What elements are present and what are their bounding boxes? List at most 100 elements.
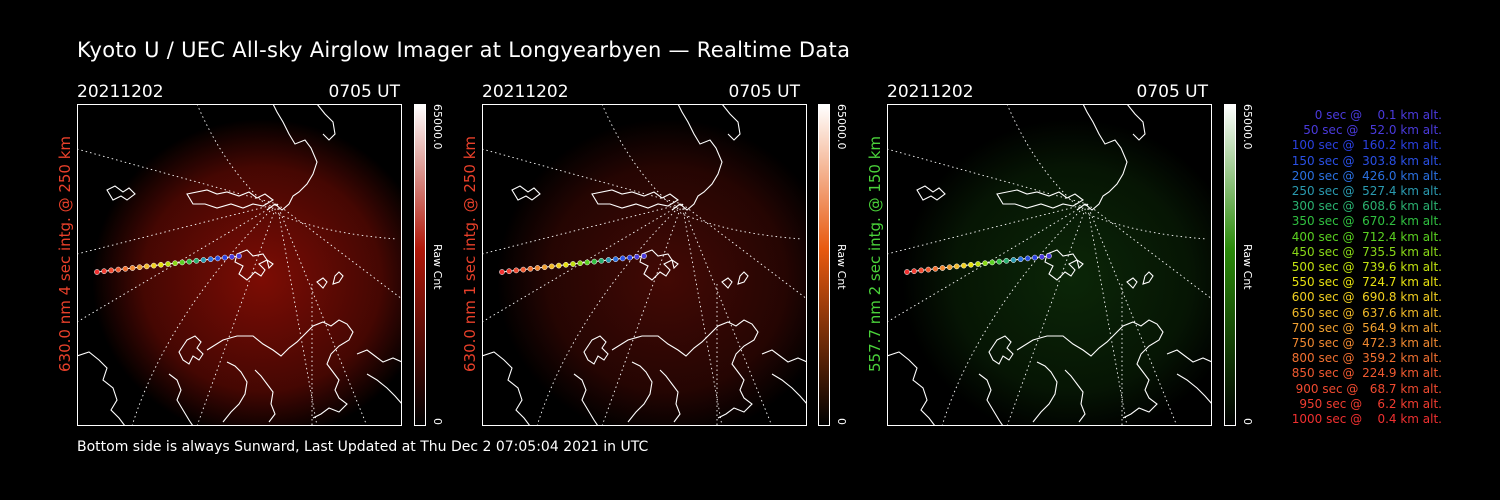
legend-row: 200 sec @ 426.0 km alt.	[1291, 168, 1442, 183]
trajectory-point	[236, 253, 242, 259]
trajectory-point	[626, 254, 633, 261]
legend-row: 950 sec @ 6.2 km alt.	[1299, 396, 1442, 411]
legend-row: 50 sec @ 52.0 km alt.	[1303, 123, 1442, 138]
trajectory-point	[172, 260, 178, 267]
trajectory-point	[911, 268, 917, 275]
trajectory-point	[158, 261, 164, 268]
panel-2-colorbar-max: 65000.0	[835, 104, 848, 150]
panel-3-colorbar-min: 0	[1241, 418, 1254, 425]
trajectory-point	[108, 267, 115, 274]
trajectory-point	[932, 265, 939, 272]
trajectory-point	[193, 257, 200, 264]
footer-status: Bottom side is always Sunward, Last Upda…	[77, 439, 649, 455]
panel-3-wavelength-label: 557.7 nm 2 sec intg. @ 150 km	[866, 135, 884, 372]
panel-3-map	[887, 104, 1212, 426]
panel-3-date: 20211202	[887, 82, 974, 102]
trajectory-point	[555, 262, 562, 269]
trajectory-point	[179, 259, 186, 266]
trajectory-point	[165, 261, 171, 267]
trajectory	[904, 253, 1052, 275]
panel-1-wavelength-label: 630.0 nm 4 sec intg. @ 250 km	[56, 135, 74, 372]
trajectory-point	[229, 253, 235, 260]
legend-row: 0 sec @ 0.1 km alt.	[1314, 108, 1442, 122]
legend-row: 650 sec @ 637.6 km alt.	[1291, 305, 1442, 320]
trajectory-point	[1031, 254, 1038, 261]
trajectory-point	[1046, 253, 1052, 259]
trajectory-point	[598, 257, 605, 264]
trajectory-point	[570, 261, 576, 267]
panel-1-date: 20211202	[77, 82, 164, 102]
panel-1-colorbar-max: 65000.0	[431, 104, 444, 150]
trajectory-point	[904, 269, 910, 275]
panel-3-colorbar-max: 65000.0	[1241, 104, 1254, 150]
panel-1-time: 0705 UT	[328, 82, 401, 102]
trajectory	[94, 253, 242, 275]
trajectory-point	[520, 266, 527, 273]
legend-row: 600 sec @ 690.8 km alt.	[1291, 290, 1442, 305]
altitude-legend: 0 sec @ 0.1 km alt. 50 sec @ 52.0 km alt.…	[1262, 108, 1442, 427]
panel-1-colorbar-title: Raw Cnt	[431, 244, 444, 290]
trajectory-point	[953, 263, 960, 270]
trajectory-point	[513, 267, 520, 274]
trajectory	[499, 253, 647, 275]
trajectory-point	[989, 259, 996, 266]
legend-row: 900 sec @ 68.7 km alt.	[1295, 381, 1442, 396]
coastlines	[77, 104, 402, 426]
panel-2-wavelength-label: 630.0 nm 1 sec intg. @ 250 km	[461, 135, 479, 372]
trajectory-point	[619, 255, 626, 262]
trajectory-point	[115, 266, 122, 273]
trajectory-point	[214, 255, 221, 262]
panel-2-colorbar	[818, 104, 830, 426]
lat-lon-grid	[482, 104, 807, 426]
page-title: Kyoto U / UEC All-sky Airglow Imager at …	[77, 38, 851, 62]
trajectory-point	[918, 267, 925, 274]
legend-row: 1000 sec @ 0.4 km alt.	[1291, 412, 1442, 427]
trajectory-point	[548, 263, 555, 270]
trajectory-point	[200, 257, 207, 263]
panel-1-map	[77, 104, 402, 426]
trajectory-point	[1003, 257, 1010, 264]
panel-2-colorbar-title: Raw Cnt	[835, 244, 848, 290]
legend-row: 350 sec @ 670.2 km alt.	[1291, 214, 1442, 229]
trajectory-point	[150, 262, 157, 269]
trajectory-point	[1024, 255, 1031, 262]
legend-row: 500 sec @ 739.6 km alt.	[1291, 260, 1442, 275]
trajectory-point	[612, 256, 619, 263]
map-frame	[77, 104, 402, 426]
trajectory-point	[221, 254, 228, 261]
trajectory-point	[499, 269, 505, 275]
trajectory-point	[946, 264, 953, 271]
trajectory-point	[591, 258, 598, 265]
trajectory-point	[1010, 257, 1017, 263]
trajectory-point	[207, 256, 214, 263]
trajectory-point	[527, 265, 534, 272]
panel-3-colorbar	[1224, 104, 1236, 426]
trajectory-point	[925, 266, 932, 273]
trajectory-point	[982, 260, 988, 267]
trajectory-point	[541, 264, 548, 271]
lat-lon-grid	[887, 104, 1212, 426]
legend-row: 700 sec @ 564.9 km alt.	[1291, 320, 1442, 335]
legend-row: 800 sec @ 359.2 km alt.	[1291, 351, 1442, 366]
trajectory-point	[939, 265, 946, 271]
panel-2-time: 0705 UT	[728, 82, 801, 102]
trajectory-point	[534, 265, 541, 271]
panel-3-colorbar-title: Raw Cnt	[1241, 244, 1254, 290]
trajectory-point	[101, 268, 107, 275]
legend-row: 850 sec @ 224.9 km alt.	[1291, 366, 1442, 381]
trajectory-point	[968, 261, 974, 268]
trajectory-point	[1039, 253, 1045, 260]
legend-row: 250 sec @ 527.4 km alt.	[1291, 184, 1442, 199]
legend-row: 100 sec @ 160.2 km alt.	[1291, 138, 1442, 153]
coastlines	[887, 104, 1212, 426]
trajectory-point	[1017, 256, 1024, 263]
panel-2-map	[482, 104, 807, 426]
lat-lon-grid	[77, 104, 402, 426]
legend-row: 400 sec @ 712.4 km alt.	[1291, 229, 1442, 244]
panel-2-date: 20211202	[482, 82, 569, 102]
legend-row: 550 sec @ 724.7 km alt.	[1291, 275, 1442, 290]
airglow-image	[902, 119, 1212, 426]
trajectory-point	[506, 268, 512, 275]
legend-row: 300 sec @ 608.6 km alt.	[1291, 199, 1442, 214]
trajectory-point	[975, 261, 981, 267]
